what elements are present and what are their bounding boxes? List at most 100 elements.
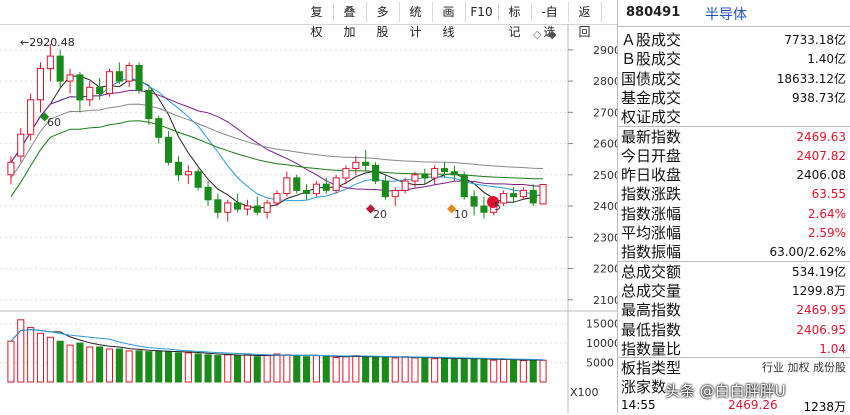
ma-line-120 [10, 103, 544, 179]
volume-bar-up [46, 336, 54, 383]
toolbar-button-6[interactable]: 标记 [498, 2, 532, 39]
toolbar-button-1[interactable]: 叠加 [333, 2, 367, 39]
stat-value: 2469.95 [796, 303, 846, 318]
price-tick-label: 2200 [593, 263, 617, 276]
kline-svg[interactable]: 2900 2800 2700 2600 2500 2400 2300 2200 2100 1500… [0, 24, 617, 413]
stat-label: 今日开盘 [621, 146, 682, 165]
candle-up [105, 71, 114, 95]
watermark-text: 头条 @白白胖胖U [665, 382, 786, 400]
stat-value: 2406.08 [796, 168, 846, 183]
candle-down [96, 86, 104, 94]
board-type-row: 板指类型 行业 加权 成份股 [618, 358, 850, 378]
kline-chart[interactable]: 2900 2800 2700 2600 2500 2400 2300 2200 2100 1500… [0, 24, 617, 413]
stat-row: 指数振幅 63.00/2.62% [618, 242, 850, 262]
stat-label: 权证成交 [621, 108, 682, 127]
stat-label: 昨日收盘 [621, 166, 682, 185]
volume-bar-down [470, 358, 478, 383]
candle-down [293, 177, 301, 191]
candle-down [303, 189, 311, 194]
marker-20-label: 20 [373, 208, 387, 221]
toolbar-button-0[interactable]: 复权 [300, 2, 334, 39]
toolbar-button-3[interactable]: 统计 [399, 2, 433, 39]
price-tick-label: 2500 [593, 169, 617, 182]
stat-value: 534.19亿 [792, 264, 846, 279]
volume-bar-down [480, 359, 488, 383]
volume-bar-down [145, 351, 153, 383]
stat-value: 18633.12亿 [776, 71, 846, 86]
stat-label: 国债成交 [621, 69, 682, 88]
stat-row: 最新指数 2469.63 [618, 127, 850, 147]
tick-volume: 1238万 [803, 400, 846, 414]
candle-up [273, 193, 281, 204]
stat-label: 指数涨跌 [621, 185, 682, 204]
stat-label: 平均涨幅 [621, 224, 682, 242]
stat-row: 指数量比 1.04 [618, 339, 850, 359]
stat-value: 1.04 [819, 341, 846, 356]
candle-up [312, 183, 320, 195]
volume-bar-down [460, 357, 468, 383]
candle-down [234, 202, 242, 210]
toolbar-button-4[interactable]: 画线 [432, 2, 466, 39]
volume-tick-label: 10000 [586, 337, 617, 350]
price-tick-label: 2100 [593, 294, 617, 307]
diamond-icon: ◆ [548, 28, 557, 41]
stat-row: 指数涨跌 63.55 [618, 184, 850, 204]
candle-up [342, 168, 350, 179]
panel-separator [618, 357, 850, 359]
marker-60-icon: ◆ [40, 109, 50, 123]
toolbar-button-2[interactable]: 多股 [366, 2, 400, 39]
volume-bar-up [17, 319, 25, 383]
volume-bar-down [362, 356, 370, 383]
candle-down [450, 171, 458, 176]
volume-tick-label: 5000 [586, 357, 614, 370]
candle-up [17, 133, 25, 157]
tick-price: 2469.26 [728, 398, 778, 412]
stat-value: 63.55 [811, 187, 846, 202]
candle-up [352, 161, 360, 170]
candle-down [362, 161, 370, 166]
marker-20-icon: ◆ [366, 201, 376, 215]
candle-up [184, 171, 192, 176]
price-tick-label: 2300 [593, 231, 617, 244]
volume-bar-up [352, 355, 360, 383]
volume-bar-down [253, 356, 261, 383]
volume-bar-up [500, 359, 508, 383]
volume-bar-up [342, 356, 350, 383]
candle-up [86, 86, 94, 101]
volume-bar-up [332, 357, 340, 383]
stat-row: 权证成交 [618, 107, 850, 127]
volume-unit-label: X100 [570, 386, 599, 399]
candle-down [214, 199, 222, 213]
toolbar-button-5[interactable]: F10 [465, 2, 499, 22]
volume-bar-down [450, 359, 458, 383]
board-type-values[interactable]: 行业 加权 成份股 [762, 361, 846, 375]
volume-ma-line-10 [10, 328, 544, 361]
candle-down [421, 174, 429, 179]
stat-row: 指数涨幅 2.64% [618, 204, 850, 224]
candle-down [155, 118, 163, 138]
stat-row: 总成交量 1299.8万 [618, 281, 850, 301]
board-type-label: 板指类型 [621, 359, 682, 378]
marker-60-label: 60 [47, 116, 61, 129]
toolbar: 复权 叠加 多股 统计 画线 F10 标记 -自选 返回 [0, 0, 617, 39]
volume-bar-up [312, 355, 320, 383]
candle-down [165, 136, 173, 163]
volume-bar-up [391, 357, 399, 383]
volume-bar-up [27, 327, 35, 383]
stat-label: 总成交量 [621, 281, 682, 300]
stat-row: Ａ股成交 7733.18亿 [618, 30, 850, 50]
stat-value: 63.00/2.62% [769, 245, 846, 260]
candle-up [224, 202, 232, 213]
stat-label: 指数量比 [621, 339, 682, 358]
index-name[interactable]: 半导体 [705, 7, 747, 23]
toolbar-button-8[interactable]: 返回 [568, 2, 602, 39]
volume-bar-up [401, 356, 409, 383]
stat-value: 1299.8万 [792, 283, 846, 298]
volume-bar-down [194, 353, 202, 383]
stat-row: Ｂ股成交 1.40亿 [618, 49, 850, 69]
candle-up [7, 161, 15, 176]
toolbar-button-7[interactable]: -自选 [531, 2, 569, 39]
candle-down [480, 205, 488, 213]
candle-down [194, 171, 202, 188]
stat-row: 总成交额 534.19亿 [618, 262, 850, 282]
